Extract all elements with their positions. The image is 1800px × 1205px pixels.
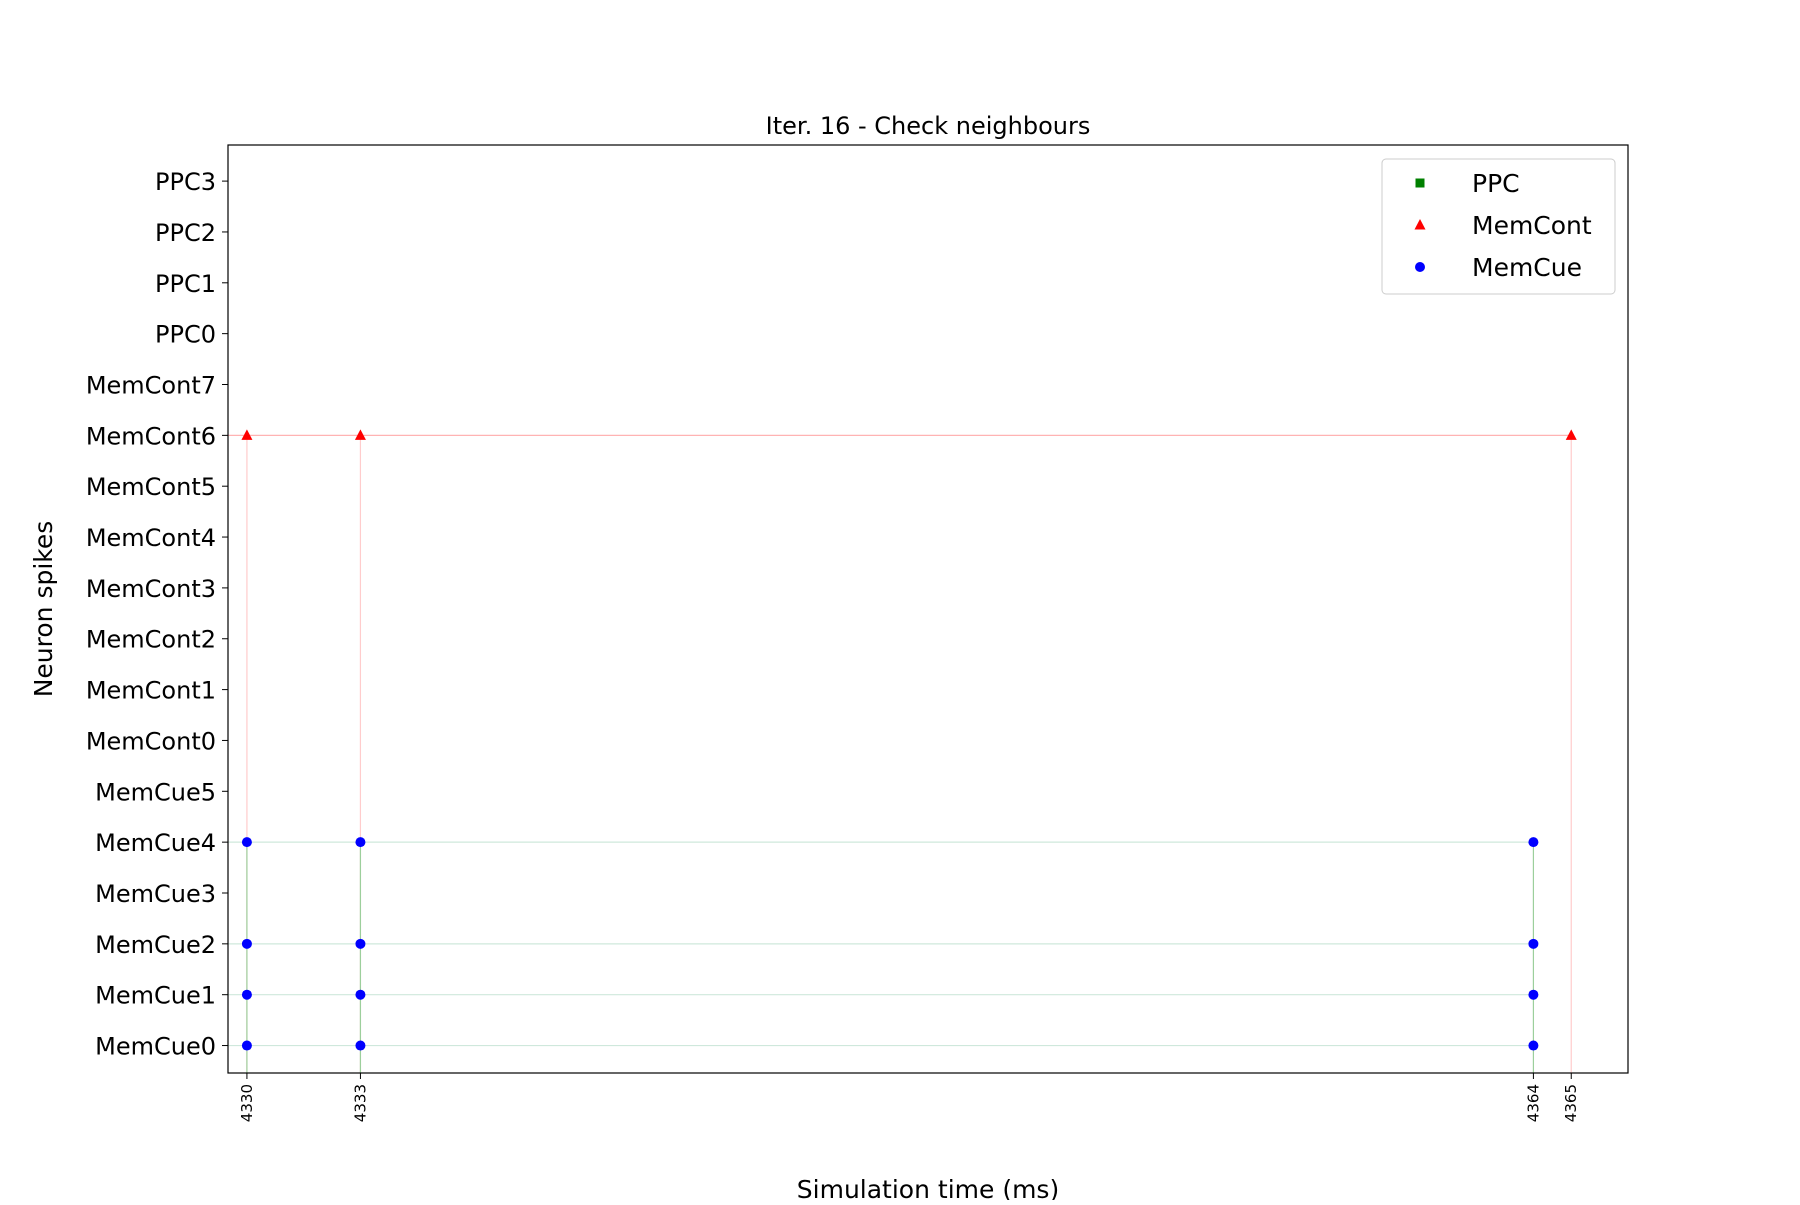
y-tick-label-ppc0: PPC0 xyxy=(155,321,216,349)
spike-memcue-4333-memcue4 xyxy=(355,837,366,848)
y-tick-label-memcont2: MemCont2 xyxy=(86,626,216,654)
legend-label-memcue: MemCue xyxy=(1472,253,1582,282)
spike-memcue-4333-memcue2 xyxy=(355,938,366,949)
y-tick-label-ppc2: PPC2 xyxy=(155,219,216,247)
chart-title: Iter. 16 - Check neighbours xyxy=(766,112,1091,140)
y-tick-label-memcue3: MemCue3 xyxy=(95,880,216,908)
spike-memcue-4330-memcue0 xyxy=(241,1040,252,1051)
y-tick-label-memcue5: MemCue5 xyxy=(95,778,216,806)
legend-marker-ppc xyxy=(1415,178,1425,188)
spike-memcue-4333-memcue0 xyxy=(355,1040,366,1051)
y-tick-label-memcont1: MemCont1 xyxy=(86,677,216,705)
spike-memcue-4330-memcue2 xyxy=(241,938,252,949)
y-tick-label-memcue4: MemCue4 xyxy=(95,829,216,857)
spike-memcont-4333-memcont6 xyxy=(354,429,366,440)
legend-label-memcont: MemCont xyxy=(1472,211,1592,240)
y-tick-label-memcue1: MemCue1 xyxy=(95,982,216,1010)
spike-memcont-4365-memcont6 xyxy=(1565,429,1577,440)
spike-memcue-4364-memcue0 xyxy=(1528,1040,1539,1051)
spike-memcue-4364-memcue1 xyxy=(1528,989,1539,1000)
x-tick-label-4364: 4364 xyxy=(1524,1084,1542,1122)
y-tick-label-memcont7: MemCont7 xyxy=(86,372,216,400)
x-axis-label: Simulation time (ms) xyxy=(797,1175,1059,1200)
x-tick-label-4330: 4330 xyxy=(238,1084,256,1122)
y-tick-label-memcont0: MemCont0 xyxy=(86,727,216,755)
legend-box xyxy=(1381,158,1616,295)
spike-memcue-4364-memcue2 xyxy=(1528,938,1539,949)
y-tick-label-memcont5: MemCont5 xyxy=(86,473,216,501)
y-tick-label-memcue0: MemCue0 xyxy=(95,1033,216,1061)
legend-marker-memcue xyxy=(1415,262,1425,272)
x-tick-label-4365: 4365 xyxy=(1562,1084,1580,1122)
spike-markers xyxy=(241,429,1577,1051)
legend-marker-memcont xyxy=(1414,219,1426,230)
y-tick-label-memcont3: MemCont3 xyxy=(86,575,216,603)
y-axis-label: Neuron spikes xyxy=(29,521,58,698)
spike-memcue-4330-memcue1 xyxy=(241,989,252,1000)
legend-label-ppc: PPC xyxy=(1472,169,1520,198)
spike-guide-lines xyxy=(228,434,1572,1073)
y-tick-label-memcont6: MemCont6 xyxy=(86,422,216,450)
spike-memcue-4333-memcue1 xyxy=(355,989,366,1000)
legend: PPC MemCont MemCue xyxy=(1381,158,1616,295)
spike-memcue-4330-memcue4 xyxy=(241,837,252,848)
spike-memcont-4330-memcont6 xyxy=(241,429,253,440)
y-axis: MemCue0 MemCue1 MemCue2 MemCue3 MemCue4 MemCu… xyxy=(86,168,228,1061)
x-axis: 4330 4333 4364 4365 xyxy=(238,1073,1580,1122)
y-tick-label-ppc3: PPC3 xyxy=(155,168,216,196)
plot-frame xyxy=(227,144,1629,1074)
y-tick-label-ppc1: PPC1 xyxy=(155,270,216,298)
y-tick-label-memcont4: MemCont4 xyxy=(86,524,216,552)
x-tick-label-4333: 4333 xyxy=(351,1084,369,1122)
spike-memcue-4364-memcue4 xyxy=(1528,837,1539,848)
y-tick-label-memcue2: MemCue2 xyxy=(95,931,216,959)
